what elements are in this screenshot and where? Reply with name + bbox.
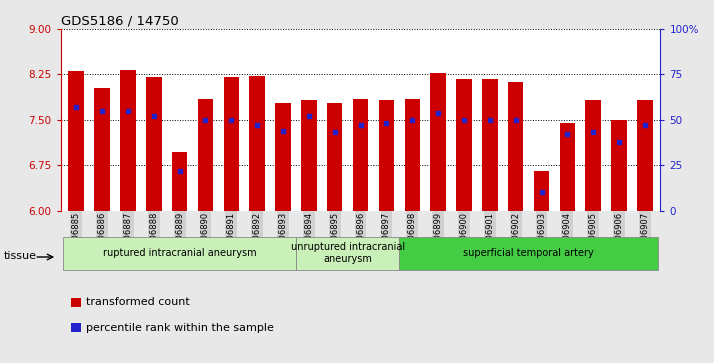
Text: GDS5186 / 14750: GDS5186 / 14750 <box>61 15 178 28</box>
Bar <box>508 82 523 211</box>
Bar <box>94 88 110 211</box>
Bar <box>276 103 291 211</box>
Bar <box>456 79 472 211</box>
Bar <box>560 123 575 211</box>
Bar <box>301 100 316 211</box>
Bar <box>482 79 498 211</box>
Bar <box>637 101 653 211</box>
Bar <box>378 101 394 211</box>
Bar <box>353 99 368 211</box>
Bar <box>611 120 627 211</box>
Bar <box>296 237 399 270</box>
Bar <box>327 103 343 211</box>
Bar <box>405 99 420 211</box>
Bar <box>585 101 601 211</box>
Bar <box>120 70 136 211</box>
Bar <box>64 237 296 270</box>
Bar <box>249 76 265 211</box>
Bar <box>223 77 239 211</box>
Text: transformed count: transformed count <box>86 297 190 307</box>
Text: ruptured intracranial aneurysm: ruptured intracranial aneurysm <box>103 248 256 258</box>
Text: unruptured intracranial
aneurysm: unruptured intracranial aneurysm <box>291 242 405 264</box>
Bar <box>198 99 213 211</box>
Bar <box>146 77 161 211</box>
Bar <box>69 72 84 211</box>
Bar <box>399 237 658 270</box>
Text: percentile rank within the sample: percentile rank within the sample <box>86 323 274 333</box>
Text: superficial temporal artery: superficial temporal artery <box>463 248 594 258</box>
Bar <box>172 152 187 211</box>
Bar <box>431 73 446 211</box>
Bar <box>534 171 549 211</box>
Text: tissue: tissue <box>4 251 36 261</box>
